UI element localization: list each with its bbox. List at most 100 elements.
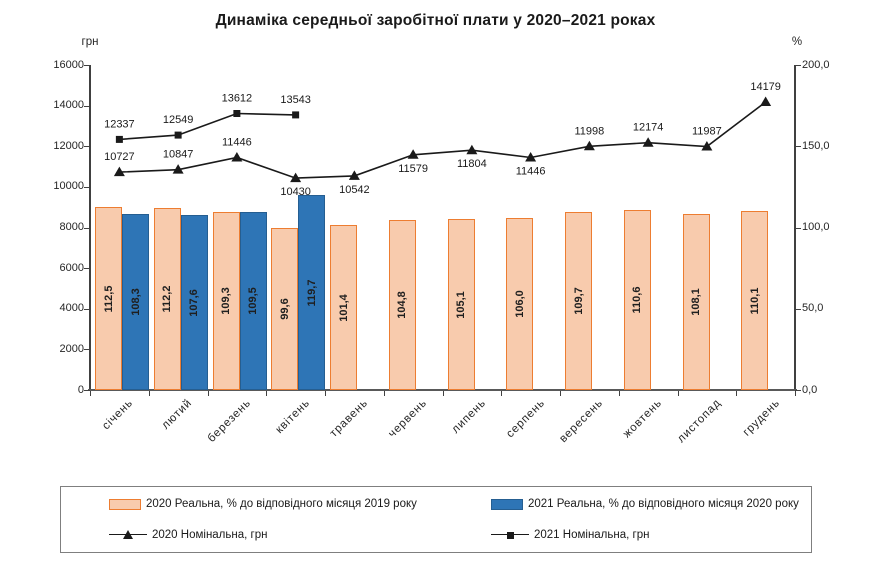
y-axis-tickmark-right <box>795 227 801 229</box>
line-point-label: 12549 <box>163 114 194 126</box>
triangle-marker-icon <box>407 149 419 159</box>
x-axis-tickmark <box>795 391 796 396</box>
bar-2021-real <box>298 195 326 390</box>
bar-value-label: 109,5 <box>247 287 259 315</box>
y-axis-tick-label-right: 200,0 <box>802 58 830 71</box>
legend-label: 2020 Реальна, % до відповідного місяця 2… <box>146 498 417 510</box>
line-square <box>119 112 296 141</box>
triangle-marker-icon <box>231 152 243 162</box>
bar-2020-real <box>388 219 416 390</box>
legend-label: 2021 Реальна, % до відповідного місяця 2… <box>528 498 799 510</box>
line-point-label: 12337 <box>104 118 135 130</box>
x-axis-tickmark <box>677 391 679 396</box>
line-point-label: 11804 <box>457 158 487 170</box>
bar-value-label: 109,7 <box>572 287 585 315</box>
y-axis-tickmark-left <box>84 268 90 270</box>
bar-value-label: 112,2 <box>161 285 174 313</box>
y-axis-tickmark-left <box>84 105 90 107</box>
bar-2020-real <box>330 225 357 390</box>
square-marker-icon <box>115 135 123 143</box>
triangle-marker-icon <box>642 137 654 147</box>
bar-2020-real <box>212 212 240 390</box>
y-axis-tick-label-right: 0,0 <box>802 383 818 396</box>
x-axis-tickmark <box>442 391 444 396</box>
y-axis-tick-label-left: 0 <box>77 383 84 396</box>
triangle-marker-icon <box>701 141 713 151</box>
x-axis-tickmark <box>207 391 209 396</box>
bottom-axis-line <box>88 389 797 391</box>
y-axis-tick-label-left: 8000 <box>59 221 84 233</box>
bar-2020-real <box>447 219 475 390</box>
y-axis-tickmark-left <box>84 308 90 310</box>
line-square-swatch-icon <box>491 529 529 541</box>
y-axis-tickmark-left <box>84 227 90 229</box>
square-marker-icon <box>233 110 241 118</box>
y-axis-tick-label-left: 12000 <box>53 139 84 152</box>
y-axis-tickmark-left <box>84 390 90 391</box>
bar-value-label: 99,6 <box>278 298 291 320</box>
bar-value-label: 105,1 <box>455 290 467 319</box>
x-axis-tickmark <box>736 391 738 396</box>
triangle-marker-icon <box>172 164 184 174</box>
y-axis-tick-label-left: 4000 <box>59 302 84 315</box>
square-marker-icon <box>292 111 300 119</box>
y-axis-tick-label-right: 150,0 <box>802 139 830 152</box>
legend: 2020 Реальна, % до відповідного місяця 2… <box>60 486 812 553</box>
y-axis-tick-label-left: 14000 <box>53 99 84 112</box>
y-axis-tickmark-left <box>84 146 90 148</box>
y-axis-tickmark-left <box>84 65 90 66</box>
legend-item-2020-nominal: 2020 Номінальна, грн <box>109 527 267 543</box>
square-marker-icon <box>174 131 182 139</box>
triangle-marker-icon <box>760 96 772 106</box>
bar-value-label: 101,4 <box>337 293 350 322</box>
legend-label: 2021 Номінальна, грн <box>534 529 650 541</box>
line-point-label: 13612 <box>222 93 253 105</box>
bar-swatch-2021-icon <box>491 498 523 510</box>
legend-label: 2020 Номінальна, грн <box>152 529 268 541</box>
y-axis-tick-label-left: 2000 <box>59 342 84 355</box>
bar-value-label: 110,6 <box>631 286 644 314</box>
bar-value-label: 104,8 <box>396 291 409 319</box>
line-point-label: 11446 <box>222 137 252 149</box>
legend-item-2020-real: 2020 Реальна, % до відповідного місяця 2… <box>109 496 417 512</box>
bar-value-label: 108,3 <box>129 288 142 316</box>
bar-value-label: 112,5 <box>102 285 115 313</box>
bar-2020-real <box>95 207 122 390</box>
bar-2021-real <box>180 215 208 390</box>
y-axis-tickmark-right <box>795 65 801 66</box>
x-axis-tickmark <box>501 391 503 396</box>
legend-item-2021-real: 2021 Реальна, % до відповідного місяця 2… <box>491 496 799 512</box>
line-point-label: 14179 <box>750 81 781 93</box>
line-point-label: 13543 <box>280 94 311 106</box>
triangle-marker-icon <box>525 152 537 162</box>
bar-value-label: 108,1 <box>690 288 702 316</box>
x-axis-tickmark <box>90 391 91 396</box>
bar-2020-real <box>565 211 592 390</box>
line-point-label: 10847 <box>163 149 194 161</box>
bar-value-label: 119,7 <box>305 279 318 307</box>
bar-2020-real <box>271 228 299 390</box>
y-axis-tickmark-right <box>795 308 801 310</box>
chart-title: Динаміка середньої заробітної плати у 20… <box>215 12 656 29</box>
line-point-label: 11579 <box>398 163 428 175</box>
triangle-marker-icon <box>348 170 360 180</box>
bar-2021-real <box>122 214 149 390</box>
line-point-label: 11998 <box>574 125 604 137</box>
bar-value-label: 110,1 <box>748 287 761 314</box>
y-axis-tick-label-left: 6000 <box>59 261 84 274</box>
bar-value-label: 107,6 <box>188 288 201 317</box>
y-axis-tick-label-left: 16000 <box>53 58 84 71</box>
bar-2020-real <box>623 210 651 390</box>
line-point-label: 12174 <box>633 122 664 134</box>
legend-item-2021-nominal: 2021 Номінальна, грн <box>491 527 649 543</box>
y-axis-tickmark-left <box>84 349 90 351</box>
line-point-label: 11446 <box>516 166 546 178</box>
right-axis-line <box>794 65 796 391</box>
triangle-marker-icon <box>113 166 125 177</box>
bar-value-label: 109,3 <box>220 287 232 315</box>
line-point-label: 10542 <box>339 184 370 196</box>
bar-2020-real <box>741 211 769 390</box>
x-axis-tickmark <box>383 391 385 396</box>
line-point-label: 11987 <box>692 126 722 138</box>
